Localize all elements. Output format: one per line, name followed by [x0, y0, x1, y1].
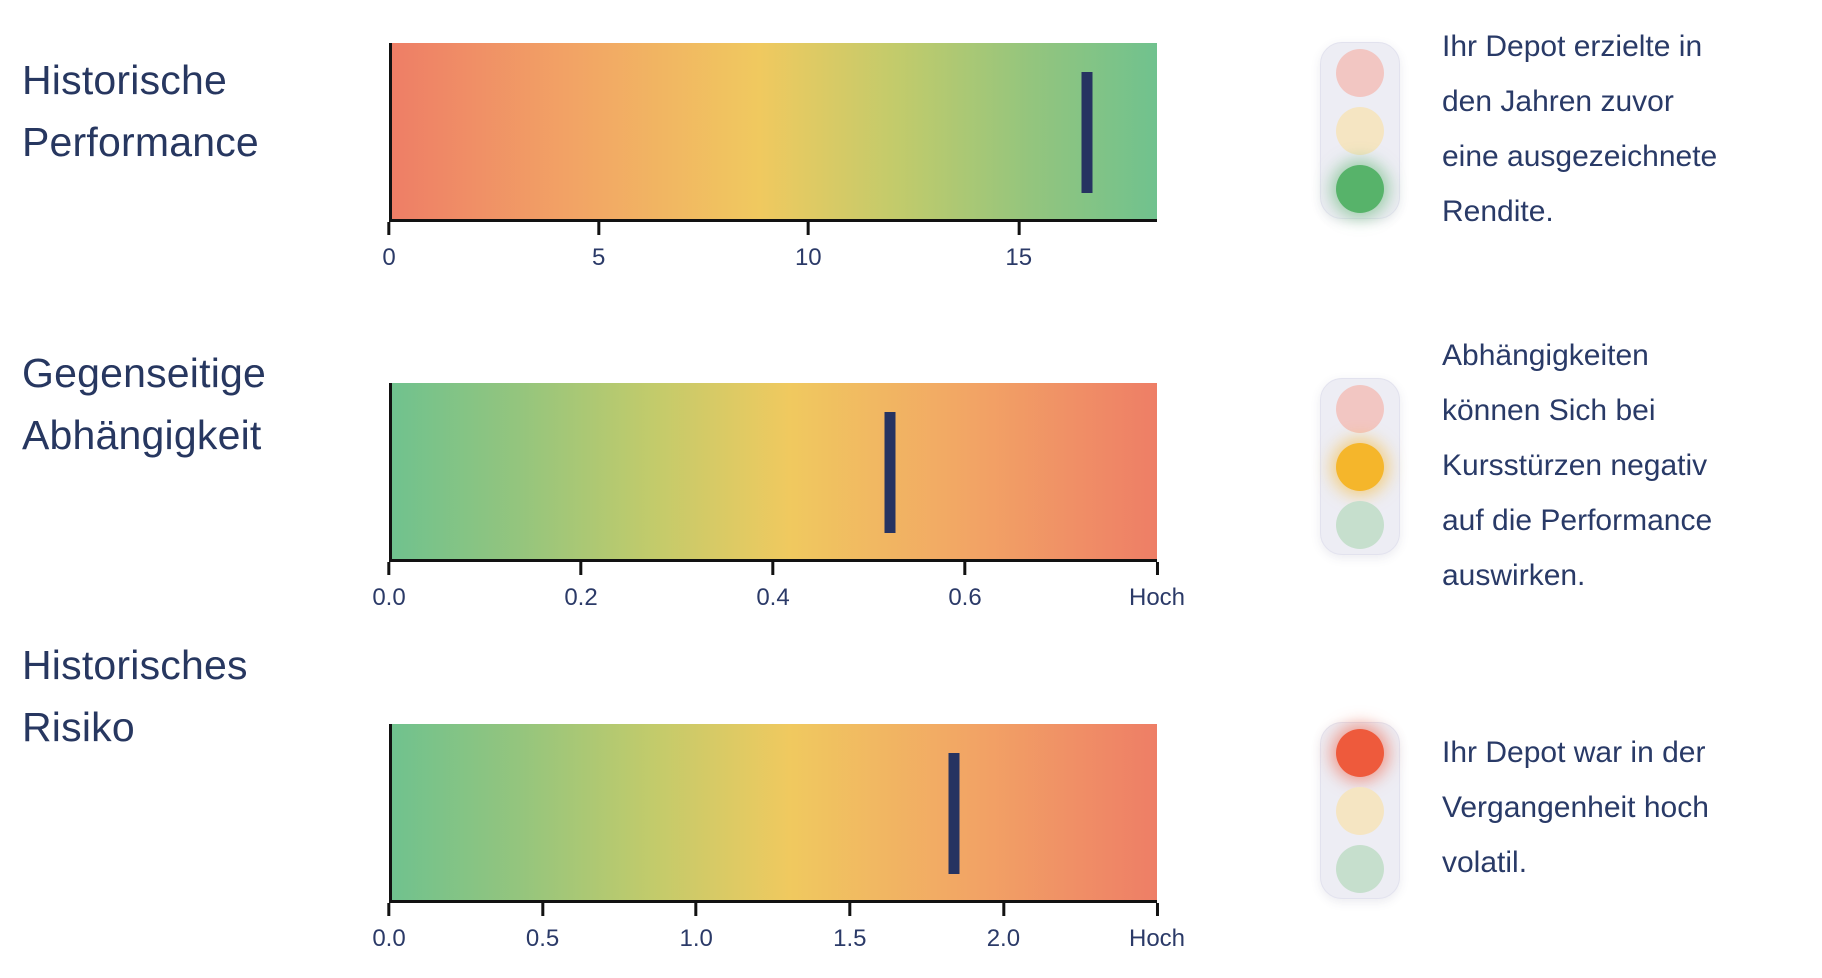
- traffic-light-green-icon: [1336, 844, 1384, 893]
- tick-mark: [579, 562, 583, 575]
- row-label-line: Historische: [22, 57, 227, 103]
- row-label-gegenseitige-abhaengigkeit: Gegenseitige Abhängigkeit: [22, 342, 266, 466]
- axis-tick: 2.0: [987, 903, 1020, 953]
- description-line: auswirken.: [1442, 559, 1586, 592]
- description-line: volatil.: [1442, 846, 1528, 879]
- axis-tick: 15: [1005, 222, 1032, 272]
- traffic-light-red-icon: [1336, 48, 1384, 97]
- tick-mark: [963, 562, 967, 575]
- tick-mark: [771, 562, 775, 575]
- description-abhaengigkeit: Abhängigkeiten können Sich bei Kursstürz…: [1442, 328, 1712, 603]
- description-line: Vergangenheit hoch: [1442, 791, 1709, 824]
- description-line: können Sich bei: [1442, 394, 1656, 427]
- description-line: Ihr Depot war in der: [1442, 736, 1706, 769]
- description-risiko: Ihr Depot war in der Vergangenheit hoch …: [1442, 725, 1709, 890]
- tick-label: 1.5: [833, 925, 867, 952]
- traffic-light-green-icon: [1336, 164, 1384, 213]
- traffic-light-risiko: [1320, 722, 1400, 899]
- tick-label: 0.0: [372, 925, 406, 952]
- axis-tick: 0: [382, 222, 396, 272]
- value-marker: [948, 753, 960, 874]
- tick-mark: [1155, 903, 1159, 916]
- traffic-light-red-icon: [1336, 384, 1384, 433]
- tick-mark: [387, 903, 391, 916]
- axis-tick: 0.2: [564, 562, 598, 612]
- axis-tick-hoch: Hoch: [1129, 903, 1185, 953]
- axis-tick: 0.0: [372, 562, 406, 612]
- gauge-bar-historisches-risiko: [389, 724, 1157, 903]
- tick-label: 15: [1005, 244, 1033, 271]
- tick-label: 5: [591, 244, 606, 271]
- tick-mark: [387, 562, 391, 575]
- axis-historische-performance: 0 5 10 15: [382, 222, 1157, 286]
- gauge-bar-gegenseitige-abhaengigkeit: [389, 383, 1157, 562]
- tick-mark: [1017, 222, 1021, 235]
- row-label-line: Gegenseitige: [22, 350, 267, 396]
- tick-label: Hoch: [1128, 925, 1186, 952]
- axis-tick-hoch: Hoch: [1129, 562, 1185, 612]
- axis-tick: 5: [592, 222, 605, 272]
- tick-label: 2.0: [986, 925, 1021, 952]
- row-label-line: Historisches: [22, 642, 248, 688]
- tick-mark: [541, 903, 545, 916]
- traffic-light-green-icon: [1336, 500, 1384, 549]
- tick-label: Hoch: [1128, 584, 1186, 611]
- row-label-historische-performance: Historische Performance: [22, 49, 259, 173]
- axis-tick: 0.0: [372, 903, 406, 953]
- tick-label: 10: [794, 244, 822, 271]
- axis-tick: 0.5: [526, 903, 559, 953]
- tick-label: 0.5: [525, 925, 560, 952]
- axis-historisches-risiko: 0.0 0.5 1.0 1.5 2.0 Hoch: [372, 903, 1185, 967]
- tick-label: 0.2: [564, 584, 598, 611]
- tick-mark: [387, 222, 391, 235]
- axis-tick: 1.5: [833, 903, 866, 953]
- tick-mark: [1001, 903, 1005, 916]
- description-line: Kursstürzen negativ: [1442, 449, 1708, 482]
- tick-mark: [806, 222, 810, 235]
- traffic-light-yellow-icon: [1336, 106, 1384, 155]
- description-line: auf die Performance: [1442, 504, 1713, 537]
- description-line: den Jahren zuvor: [1442, 85, 1674, 118]
- tick-label: 0.0: [372, 584, 406, 611]
- tick-label: 0.4: [756, 584, 790, 611]
- axis-gegenseitige-abhaengigkeit: 0.0 0.2 0.4 0.6 Hoch: [372, 562, 1185, 626]
- description-line: Rendite.: [1442, 195, 1554, 228]
- tick-mark: [848, 903, 852, 916]
- tick-label: 1.0: [679, 925, 713, 952]
- description-line: Abhängigkeiten: [1442, 339, 1649, 372]
- tick-label: 0: [382, 244, 396, 271]
- tick-mark: [597, 222, 601, 235]
- row-label-line: Risiko: [22, 704, 135, 750]
- description-line: eine ausgezeichnete: [1442, 140, 1718, 173]
- value-marker: [1081, 72, 1093, 193]
- row-label-historisches-risiko: Historisches Risiko: [22, 634, 248, 758]
- axis-tick: 0.4: [756, 562, 790, 612]
- axis-tick: 10: [795, 222, 822, 272]
- tick-mark: [694, 903, 698, 916]
- axis-tick: 0.6: [948, 562, 982, 612]
- row-label-line: Performance: [22, 119, 259, 165]
- traffic-light-yellow-icon: [1336, 442, 1384, 491]
- row-label-line: Abhängigkeit: [22, 412, 262, 458]
- description-performance: Ihr Depot erzielte in den Jahren zuvor e…: [1442, 19, 1717, 239]
- description-line: Ihr Depot erzielte in: [1442, 30, 1703, 63]
- value-marker: [884, 412, 896, 533]
- tick-label: 0.6: [948, 584, 982, 611]
- gauge-bar-historische-performance: [389, 43, 1157, 222]
- traffic-light-yellow-icon: [1336, 786, 1384, 835]
- axis-tick: 1.0: [680, 903, 713, 953]
- traffic-light-abhaengigkeit: [1320, 378, 1400, 555]
- traffic-light-red-icon: [1336, 728, 1384, 777]
- traffic-light-performance: [1320, 42, 1400, 219]
- tick-mark: [1155, 562, 1159, 575]
